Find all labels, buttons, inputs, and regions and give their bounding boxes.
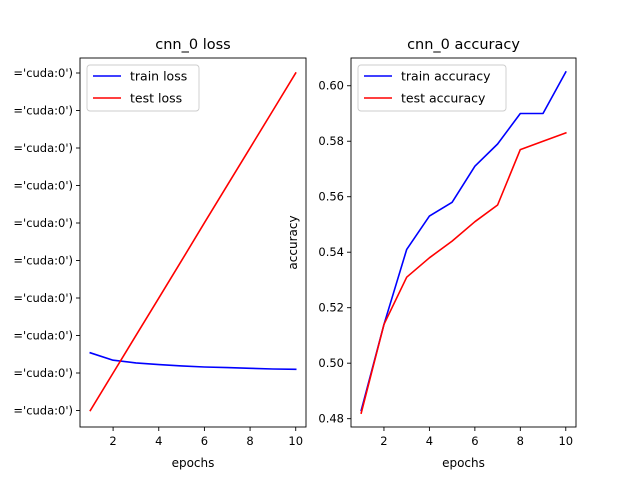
y-tick-label: ='cuda:0')	[13, 216, 73, 230]
y-tick-label: ='cuda:0')	[13, 179, 73, 193]
y-tick-label: ='cuda:0')	[13, 404, 73, 418]
y-tick-label: ='cuda:0')	[13, 291, 73, 305]
y-tick-label: ='cuda:0')	[13, 366, 73, 380]
legend-label-test-loss: test loss	[130, 91, 182, 106]
y-tick-label: 0.56	[318, 190, 344, 204]
x-tick-label: 10	[288, 434, 303, 448]
axes-frame	[350, 57, 577, 428]
chart-title: cnn_0 loss	[155, 37, 230, 53]
y-tick-label: 0.50	[318, 356, 344, 370]
axes-frame	[79, 57, 307, 428]
legend-label-train-loss: train loss	[130, 69, 187, 84]
series-line-test-accuracy	[360, 131, 567, 415]
chart-panel-0: 2 4 6 8 10 ='cuda:0') ='cuda:0') ='cuda:0') ='cu…	[13, 37, 307, 470]
chart-title: cnn_0 accuracy	[407, 37, 520, 53]
plots-layer: 2 4 6 8 10 ='cuda:0') ='cuda:0') ='cuda:0') ='cu…	[13, 37, 577, 470]
y-tick-label: ='cuda:0')	[13, 141, 73, 155]
y-tick-label: ='cuda:0')	[13, 254, 73, 268]
x-tick-label: 10	[558, 434, 573, 448]
y-tick-label: 0.52	[318, 301, 344, 315]
x-tick-label: 8	[246, 434, 253, 448]
y-tick-label: 0.48	[318, 412, 344, 426]
x-tick-label: 4	[426, 434, 433, 448]
x-tick-label: 2	[380, 434, 387, 448]
y-tick-label: 0.58	[318, 134, 344, 148]
x-tick-label: 6	[471, 434, 478, 448]
y-axis-label: accuracy	[286, 215, 300, 269]
x-tick-label: 4	[155, 434, 162, 448]
x-tick-label: 2	[109, 434, 116, 448]
series-line-train-loss	[89, 351, 297, 371]
y-tick-label: 0.54	[318, 245, 344, 259]
y-tick-label: ='cuda:0')	[13, 329, 73, 343]
series-line-train-accuracy	[360, 70, 567, 412]
legend-label-test-accuracy: test accuracy	[401, 91, 486, 106]
y-tick-label: 0.60	[318, 79, 344, 93]
x-axis-label: epochs	[172, 456, 215, 470]
legend-label-train-accuracy: train accuracy	[401, 69, 491, 84]
x-tick-label: 8	[517, 434, 524, 448]
y-tick-label: ='cuda:0')	[13, 66, 73, 80]
chart-panel-1: 2 4 6 8 10 0.48 0.50 0.52 0.54 0.56 0.58 0.60 cnn_0 …	[286, 37, 577, 470]
legend-box	[357, 64, 507, 112]
x-axis-label: epochs	[442, 456, 485, 470]
series-line-test-loss	[89, 71, 297, 412]
x-tick-label: 6	[201, 434, 208, 448]
y-tick-label: ='cuda:0')	[13, 104, 73, 118]
